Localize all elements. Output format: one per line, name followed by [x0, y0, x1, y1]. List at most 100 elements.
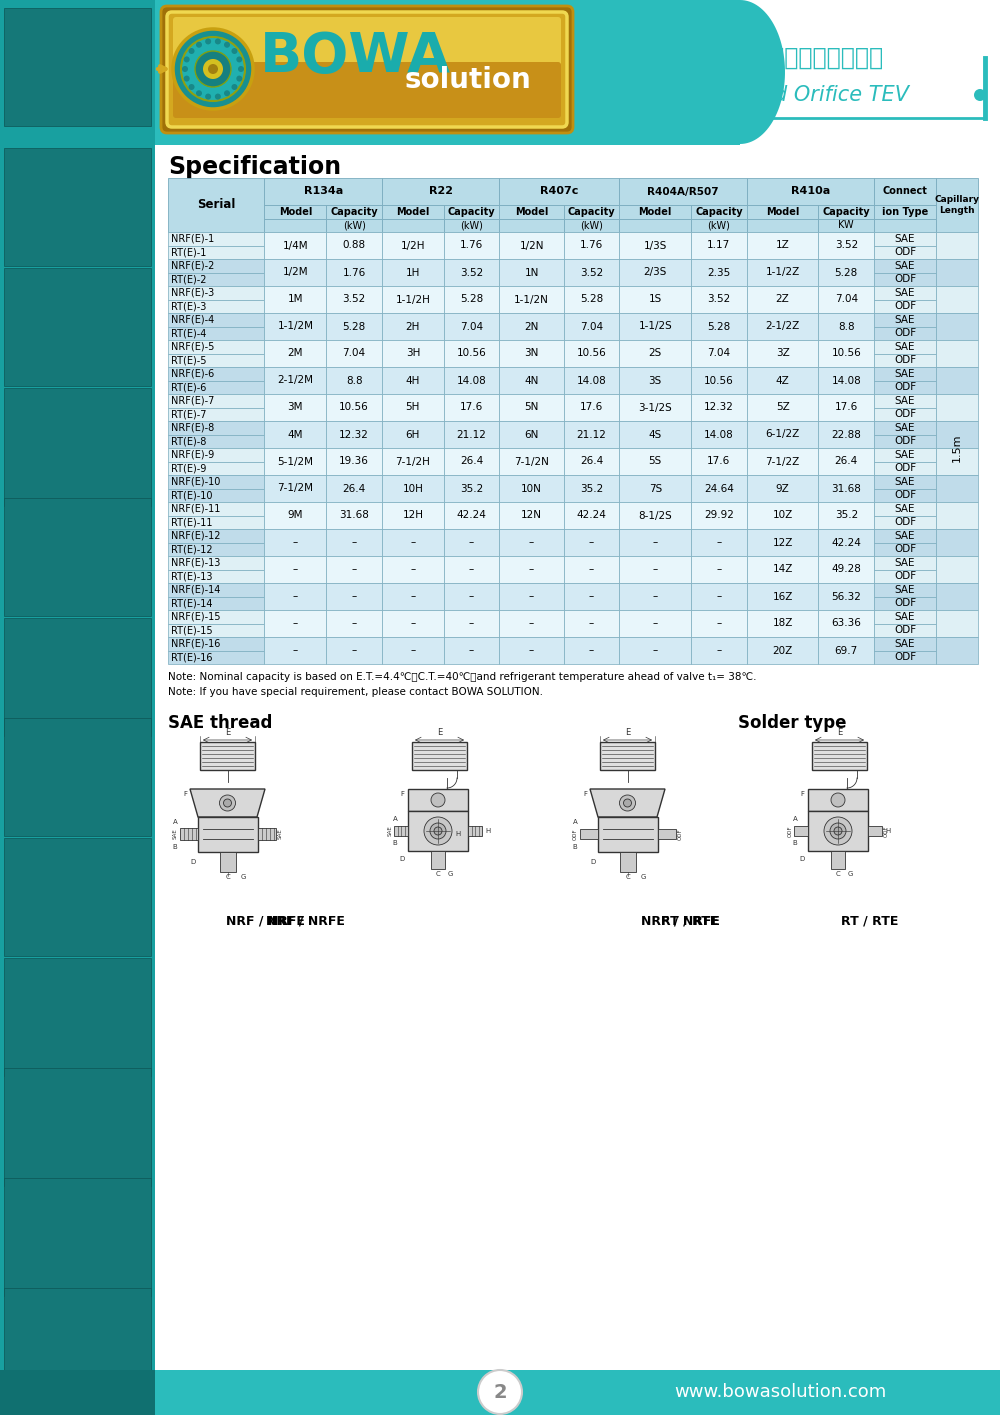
Bar [382, 475, 444, 502]
Text: 8-1/2S: 8-1/2S [638, 511, 672, 521]
Text: 5H: 5H [406, 402, 420, 413]
Bar [691, 502, 747, 529]
Bar [794, 826, 808, 836]
Bar [747, 610, 818, 637]
Text: 1.76: 1.76 [580, 241, 603, 250]
Bar [619, 340, 691, 366]
Bar [382, 340, 444, 366]
Bar [382, 502, 444, 529]
Bar [168, 408, 264, 422]
Text: 26.4: 26.4 [835, 457, 858, 467]
Bar [691, 259, 747, 286]
Text: 10.56: 10.56 [704, 375, 734, 385]
Text: RT(E)-9: RT(E)-9 [171, 463, 206, 473]
Circle shape [238, 67, 244, 72]
Text: 1Z: 1Z [776, 241, 789, 250]
Bar [264, 259, 326, 286]
Text: –: – [716, 538, 722, 548]
Bar [808, 811, 868, 850]
Bar [874, 515, 936, 529]
Text: SAE: SAE [895, 287, 915, 297]
Bar [874, 327, 936, 340]
Text: 3.52: 3.52 [835, 241, 858, 250]
Text: RT(E)-7: RT(E)-7 [171, 409, 207, 419]
Text: 3H: 3H [406, 348, 420, 358]
Bar [619, 556, 691, 583]
Text: ODF: ODF [894, 599, 916, 608]
Circle shape [182, 67, 188, 72]
Text: –: – [529, 565, 534, 574]
Bar [382, 422, 444, 449]
Text: –: – [529, 591, 534, 601]
Circle shape [231, 83, 237, 91]
Circle shape [974, 89, 986, 100]
Text: –: – [653, 591, 658, 601]
Bar [818, 637, 874, 664]
Text: 2/3S: 2/3S [644, 267, 667, 277]
Bar [691, 205, 747, 218]
Bar [168, 354, 264, 366]
Text: Specification: Specification [168, 156, 341, 180]
Text: NRF(E)-11: NRF(E)-11 [171, 504, 220, 514]
Bar [747, 232, 818, 259]
Text: 17.6: 17.6 [580, 402, 603, 413]
Bar [747, 178, 874, 205]
Text: RT(E)-15: RT(E)-15 [171, 625, 213, 635]
Bar [326, 393, 382, 422]
Bar [382, 529, 444, 556]
Text: –: – [351, 645, 357, 655]
Text: RT / RTE: RT / RTE [661, 914, 719, 927]
Text: 35.2: 35.2 [580, 484, 603, 494]
Text: ODF: ODF [894, 409, 916, 419]
Bar [831, 850, 845, 869]
Bar [747, 449, 818, 475]
Bar [874, 434, 936, 449]
Text: NRF(E)-12: NRF(E)-12 [171, 531, 220, 541]
Text: E: E [625, 727, 630, 737]
Bar [936, 366, 978, 393]
Text: RT(E)-14: RT(E)-14 [171, 599, 212, 608]
Text: Capillary
Length: Capillary Length [934, 195, 979, 215]
Text: 5N: 5N [524, 402, 539, 413]
Text: 12H: 12H [402, 511, 423, 521]
Text: RT(E)-13: RT(E)-13 [171, 572, 212, 582]
Text: ODF: ODF [788, 825, 793, 836]
Text: 17.6: 17.6 [835, 402, 858, 413]
Bar [382, 637, 444, 664]
Bar [168, 178, 264, 232]
Bar [874, 354, 936, 366]
Circle shape [824, 816, 852, 845]
Bar [564, 205, 619, 218]
Text: ODF: ODF [894, 301, 916, 311]
Bar [874, 475, 936, 488]
Circle shape [181, 37, 245, 100]
Bar [564, 366, 619, 393]
Bar [818, 286, 874, 313]
Bar [936, 583, 978, 610]
Bar [264, 218, 326, 232]
Circle shape [224, 799, 232, 807]
Text: 10N: 10N [521, 484, 542, 494]
Bar [408, 790, 468, 811]
Bar [874, 381, 936, 393]
Bar [444, 218, 499, 232]
Circle shape [184, 57, 190, 62]
Text: 22.88: 22.88 [831, 430, 861, 440]
Bar [936, 529, 978, 556]
Text: –: – [653, 645, 658, 655]
Bar [874, 286, 936, 300]
Bar [168, 569, 264, 583]
Bar [691, 637, 747, 664]
Text: –: – [410, 591, 415, 601]
Text: –: – [410, 565, 415, 574]
Bar [382, 610, 444, 637]
Bar [818, 556, 874, 583]
Text: R407c: R407c [540, 187, 579, 197]
Text: 14.08: 14.08 [577, 375, 606, 385]
Text: 7.04: 7.04 [460, 321, 483, 331]
Text: 7.04: 7.04 [707, 348, 730, 358]
Bar [264, 232, 326, 259]
Text: –: – [410, 645, 415, 655]
Text: E: E [437, 727, 442, 737]
Text: ODF: ODF [678, 828, 683, 841]
